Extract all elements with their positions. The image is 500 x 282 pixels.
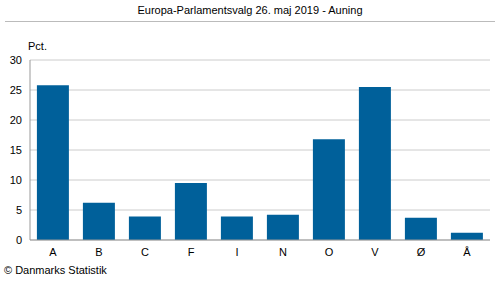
svg-text:Å: Å — [463, 246, 471, 258]
svg-text:O: O — [325, 246, 334, 258]
svg-text:Ø: Ø — [417, 246, 426, 258]
svg-text:B: B — [95, 246, 102, 258]
svg-text:F: F — [188, 246, 195, 258]
svg-text:A: A — [49, 246, 57, 258]
svg-text:20: 20 — [10, 114, 22, 126]
svg-text:25: 25 — [10, 84, 22, 96]
svg-text:10: 10 — [10, 174, 22, 186]
svg-text:V: V — [371, 246, 379, 258]
svg-text:C: C — [141, 246, 149, 258]
svg-text:15: 15 — [10, 144, 22, 156]
svg-text:0: 0 — [16, 234, 22, 246]
svg-text:I: I — [235, 246, 238, 258]
svg-text:30: 30 — [10, 54, 22, 66]
svg-text:N: N — [279, 246, 287, 258]
html-text:Europa-Parlamentsvalg 26. maj: Europa-Parlamentsvalg 26. maj 2019 - Aun… — [137, 4, 363, 16]
html-text:Pct.: Pct. — [28, 40, 47, 52]
svg-text:5: 5 — [16, 204, 22, 216]
html-text:© Danmarks Statistik: © Danmarks Statistik — [4, 264, 107, 276]
